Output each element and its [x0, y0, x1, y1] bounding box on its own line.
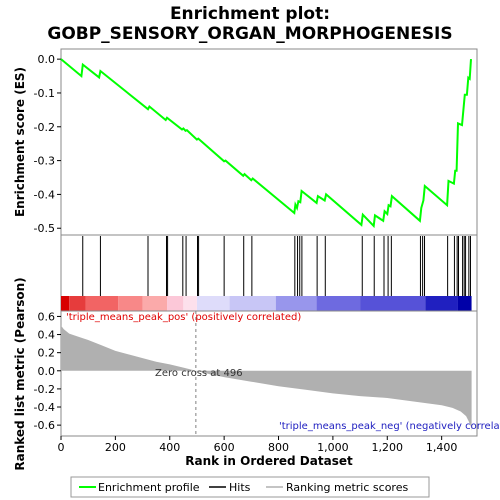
enrichment-profile-line — [60, 58, 472, 229]
hit-lines — [82, 236, 471, 296]
rank-color-block — [316, 296, 361, 311]
es-y-tick-label: -0.2 — [34, 121, 55, 134]
metric-y-tick-label: -0.2 — [34, 383, 55, 396]
metric-y-axis: 0.6 0.4 0.2 0.0 -0.2 -0.4 -0.6 — [34, 310, 61, 432]
rank-color-block — [196, 296, 230, 311]
legend-profile-label: Enrichment profile — [98, 481, 200, 494]
rank-color-block — [85, 296, 119, 311]
metric-y-tick-label: 0.0 — [38, 365, 56, 378]
es-panel-frame — [60, 48, 478, 236]
x-tick-label: 1,400 — [426, 441, 458, 454]
rank-color-block — [167, 296, 184, 311]
es-y-axis: 0.0 -0.1 -0.2 -0.3 -0.4 -0.5 — [34, 53, 61, 235]
es-y-tick-label: -0.3 — [34, 155, 55, 168]
legend: Enrichment profile Hits Ranking metric s… — [70, 476, 430, 498]
chart-title-line2: GOBP_SENSORY_ORGAN_MORPHOGENESIS — [47, 24, 452, 44]
negative-correlation-label: 'triple_means_peak_neg' (negatively corr… — [279, 421, 500, 432]
metric-y-tick-label: -0.6 — [34, 419, 55, 432]
x-tick-label: 1,200 — [372, 441, 404, 454]
legend-metric-label: Ranking metric scores — [286, 481, 408, 494]
x-tick-label: 400 — [159, 441, 180, 454]
chart-title-line1: Enrichment plot: — [170, 4, 330, 24]
es-y-tick-label: -0.1 — [34, 87, 55, 100]
es-y-tick-label: -0.4 — [34, 188, 55, 201]
x-axis-label: Rank in Ordered Dataset — [185, 454, 353, 468]
rank-color-block — [61, 296, 70, 311]
rank-color-block — [142, 296, 168, 311]
rank-color-strip — [61, 296, 472, 311]
metric-y-tick-label: -0.4 — [34, 401, 55, 414]
rank-color-block — [183, 296, 197, 311]
x-tick-label: 0 — [58, 441, 65, 454]
es-panel: 0.0 -0.1 -0.2 -0.3 -0.4 -0.5 Enrichment score… — [13, 48, 478, 236]
es-y-tick-label: 0.0 — [38, 53, 56, 66]
x-tick-label: 200 — [105, 441, 126, 454]
metric-y-axis-label: Ranked list metric (Pearson) — [13, 277, 27, 470]
ranking-metric-area — [61, 325, 472, 431]
legend-frame — [70, 476, 430, 498]
metric-panel: 0.6 0.4 0.2 0.0 -0.2 -0.4 -0.6 0 200 400 600 800 1,… — [13, 277, 500, 470]
rank-color-block — [69, 296, 86, 311]
metric-y-tick-label: 0.2 — [38, 347, 56, 360]
rank-color-block — [118, 296, 143, 311]
metric-x-axis: 0 200 400 600 800 1,000 1,200 1,400 — [58, 436, 458, 454]
metric-y-tick-label: 0.6 — [38, 310, 56, 323]
rank-color-block — [275, 296, 317, 311]
es-y-tick-label: -0.5 — [34, 222, 55, 235]
x-tick-label: 600 — [214, 441, 235, 454]
rank-color-block — [425, 296, 458, 311]
metric-y-tick-label: 0.4 — [38, 329, 56, 342]
x-tick-label: 800 — [268, 441, 289, 454]
rank-color-block — [229, 296, 276, 311]
legend-hits-label: Hits — [229, 481, 251, 494]
x-tick-label: 1,000 — [317, 441, 349, 454]
hits-panel — [60, 234, 478, 312]
positive-correlation-label: 'triple_means_peak_pos' (positively corr… — [66, 312, 301, 323]
rank-color-block — [457, 296, 472, 311]
zero-cross-label: Zero cross at 496 — [155, 368, 243, 379]
es-y-axis-label: Enrichment score (ES) — [13, 67, 27, 217]
rank-color-block — [360, 296, 426, 311]
